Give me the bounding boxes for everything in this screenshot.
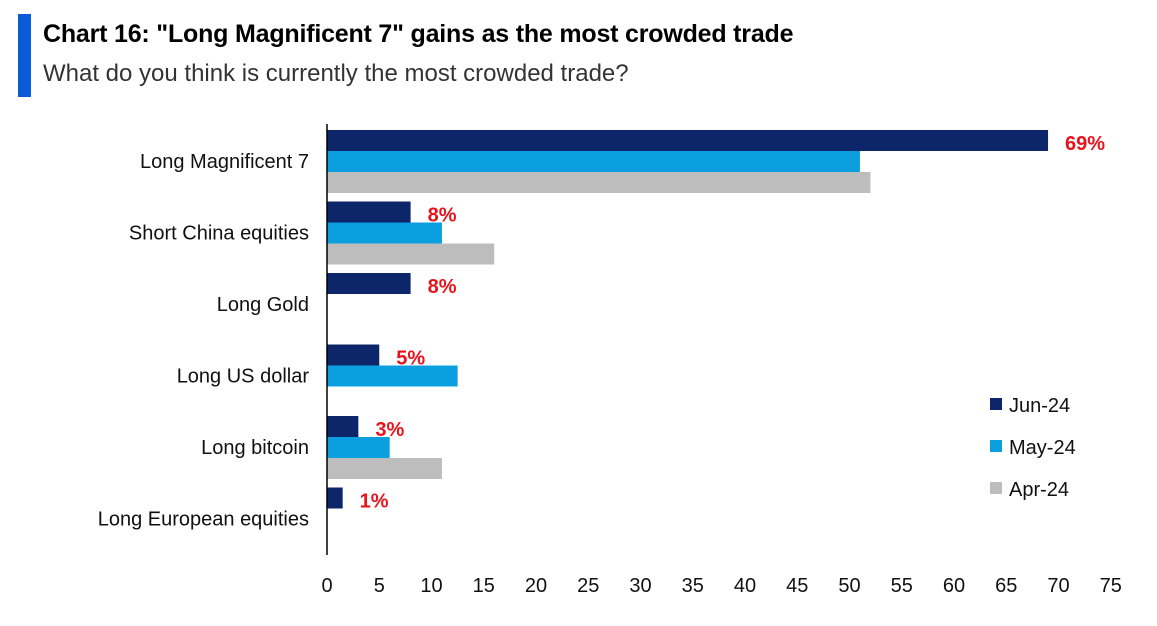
x-axis-ticks: 0 5 10 15 20 25 30 35 40 45 50 55 60 65 70 75 <box>321 575 1121 597</box>
bar-jun-24-long-magnificent-7 <box>327 130 1049 151</box>
data-label-long-gold: 8% <box>428 276 457 298</box>
x-tick-label: 40 <box>734 575 756 597</box>
bar-jun-24-long-european-equities <box>327 487 343 509</box>
bar-may-24-short-china-equities <box>327 222 442 244</box>
x-tick-label: 45 <box>786 575 808 597</box>
category-label-long-magnificent-7: Long Magnificent 7 <box>140 151 309 173</box>
category-label-short-china-equities: Short China equities <box>129 223 309 245</box>
title-accent-bar <box>18 14 31 97</box>
category-label-long-european-equities: Long European equities <box>98 509 309 531</box>
bar-may-24-long-magnificent-7 <box>327 151 860 172</box>
category-labels: Long Magnificent 7 Short China equities Lo… <box>98 151 310 531</box>
x-tick-label: 5 <box>374 575 385 597</box>
legend-swatch-apr-24 <box>990 482 1002 494</box>
x-tick-label: 30 <box>629 575 651 597</box>
chart-subtitle: What do you think is currently the most … <box>43 60 629 87</box>
chart-title: Chart 16: "Long Magnificent 7" gains as … <box>43 20 794 48</box>
legend-label-jun-24: Jun-24 <box>1009 395 1070 417</box>
bar-apr-24-long-magnificent-7 <box>327 172 871 193</box>
x-tick-label: 60 <box>943 575 965 597</box>
x-tick-label: 10 <box>420 575 442 597</box>
category-label-long-gold: Long Gold <box>217 294 309 316</box>
bar-jun-24-long-us-dollar <box>327 344 380 366</box>
x-tick-label: 65 <box>995 575 1017 597</box>
legend: Jun-24 May-24 Apr-24 <box>990 395 1076 501</box>
legend-label-apr-24: Apr-24 <box>1009 479 1069 501</box>
bar-apr-24-short-china-equities <box>327 243 495 265</box>
x-tick-label: 50 <box>838 575 860 597</box>
legend-label-may-24: May-24 <box>1009 437 1076 459</box>
x-tick-label: 20 <box>525 575 547 597</box>
x-tick-label: 0 <box>321 575 332 597</box>
category-label-long-bitcoin: Long bitcoin <box>201 437 309 459</box>
x-tick-label: 70 <box>1047 575 1069 597</box>
x-tick-label: 35 <box>682 575 704 597</box>
bar-jun-24-short-china-equities <box>327 201 411 223</box>
bar-may-24-long-bitcoin <box>327 437 390 458</box>
x-tick-label: 55 <box>891 575 913 597</box>
legend-swatch-may-24 <box>990 440 1002 452</box>
bar-group <box>327 130 1049 509</box>
data-label-short-china-equities: 8% <box>428 205 457 227</box>
bar-apr-24-long-bitcoin <box>327 458 442 479</box>
x-tick-label: 75 <box>1100 575 1122 597</box>
data-labels: 69% 8% 8% 5% 3% 1% <box>360 133 1106 513</box>
bar-jun-24-long-bitcoin <box>327 416 359 437</box>
x-tick-label: 15 <box>473 575 495 597</box>
data-label-long-bitcoin: 3% <box>375 419 404 441</box>
legend-swatch-jun-24 <box>990 398 1002 410</box>
category-label-long-us-dollar: Long US dollar <box>177 366 310 388</box>
bar-may-24-long-us-dollar <box>327 365 458 387</box>
data-label-long-us-dollar: 5% <box>396 348 425 370</box>
data-label-long-european-equities: 1% <box>360 491 389 513</box>
data-label-long-magnificent-7: 69% <box>1065 133 1105 155</box>
x-tick-label: 25 <box>577 575 599 597</box>
bar-jun-24-long-gold <box>327 273 411 294</box>
